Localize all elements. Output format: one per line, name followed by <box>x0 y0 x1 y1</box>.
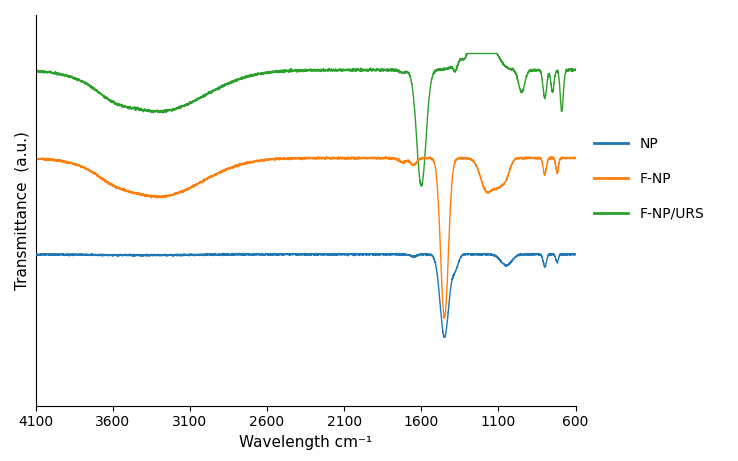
X-axis label: Wavelength cm⁻¹: Wavelength cm⁻¹ <box>239 435 372 450</box>
Legend: NP, F-NP, F-NP/URS: NP, F-NP, F-NP/URS <box>588 131 710 226</box>
Y-axis label: Transmittance  (a.u.): Transmittance (a.u.) <box>15 131 30 290</box>
